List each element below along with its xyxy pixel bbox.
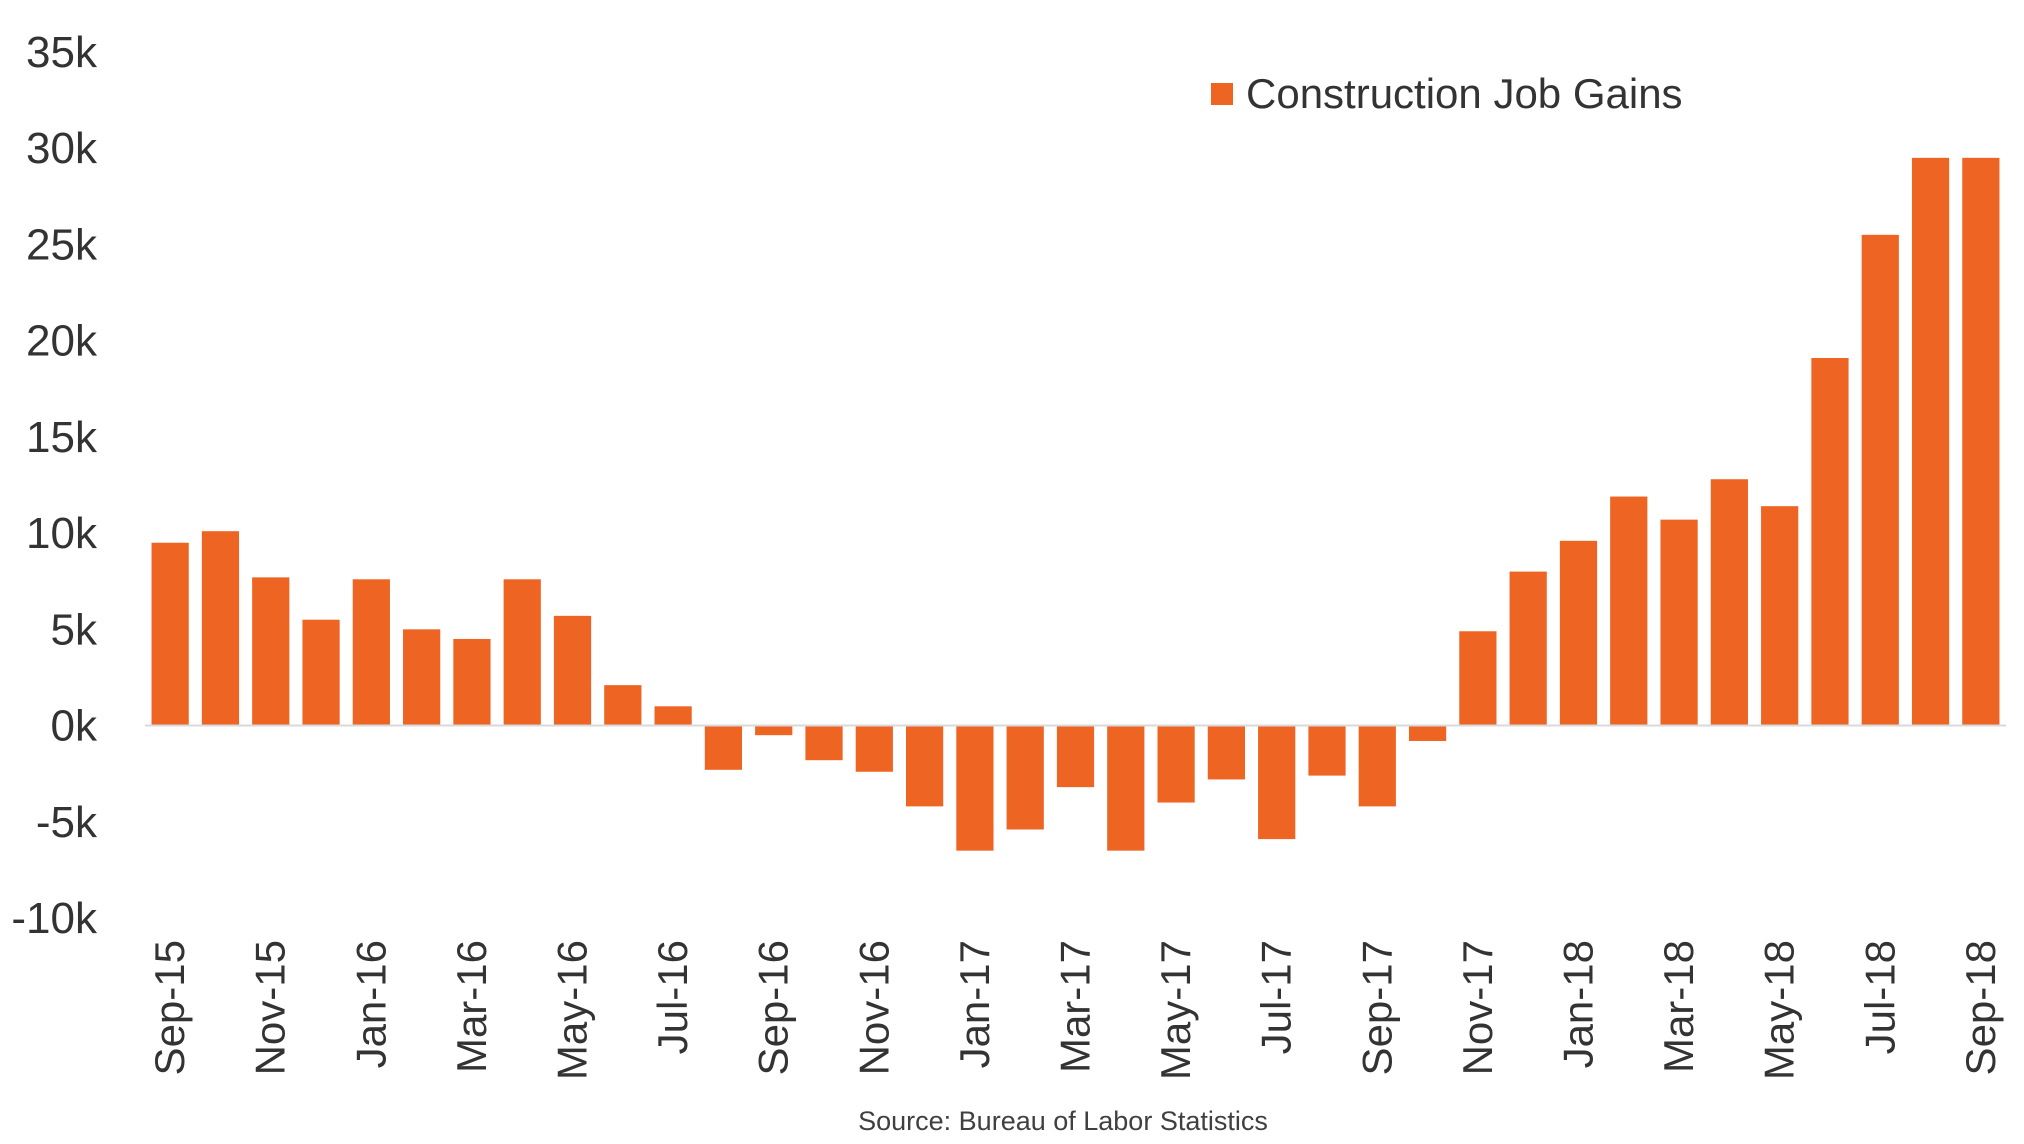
bar — [503, 579, 541, 726]
x-tick-label: Jul-17 — [1253, 940, 1300, 1054]
bar — [1207, 725, 1245, 780]
y-tick-label: 0k — [51, 702, 98, 751]
y-tick-label: 30k — [26, 124, 98, 173]
bar — [201, 531, 240, 726]
x-tick-label: Jan-17 — [951, 940, 998, 1068]
y-axis-ticks: 35k 30k 25k 20k 15k 10k 5k 0k -5k -10k — [11, 28, 98, 943]
y-tick-label: 25k — [26, 220, 98, 269]
bar — [1459, 631, 1497, 726]
y-tick-label: 20k — [26, 317, 98, 366]
x-tick-label: Sep-15 — [146, 940, 193, 1075]
x-tick-label: Nov-17 — [1454, 940, 1501, 1075]
bar — [1610, 496, 1648, 726]
x-tick-label: Nov-15 — [247, 940, 294, 1075]
legend-swatch — [1211, 83, 1233, 105]
y-tick-label: 15k — [26, 413, 98, 462]
bar — [1660, 519, 1698, 726]
x-tick-label: Mar-16 — [448, 940, 495, 1073]
y-tick-label: 5k — [51, 605, 98, 654]
bar — [704, 725, 743, 770]
y-tick-label: 10k — [26, 509, 98, 558]
bar — [252, 577, 290, 726]
bar — [604, 685, 642, 726]
bar — [302, 619, 340, 726]
bar — [1761, 506, 1799, 726]
bar — [855, 725, 893, 772]
y-tick-label: 35k — [26, 28, 98, 77]
bar — [1710, 479, 1748, 726]
bar — [906, 725, 944, 807]
bar — [1308, 725, 1346, 776]
source-note: Source: Bureau of Labor Statistics — [858, 1106, 1268, 1136]
bar — [1258, 725, 1296, 840]
bar — [403, 629, 441, 726]
bar — [1056, 725, 1095, 788]
x-tick-label: Jan-18 — [1554, 940, 1601, 1068]
bar-series — [151, 157, 2000, 851]
bar — [1861, 234, 1899, 726]
x-tick-label: Jul-18 — [1856, 940, 1903, 1054]
legend: Construction Job Gains — [1211, 70, 1683, 117]
bar — [1408, 725, 1447, 741]
bar — [654, 706, 692, 726]
x-tick-label: Mar-18 — [1655, 940, 1702, 1073]
bar — [1006, 725, 1044, 830]
bar — [1157, 725, 1195, 803]
bar — [151, 542, 189, 726]
bar — [755, 725, 793, 736]
x-tick-label: Jan-16 — [347, 940, 394, 1068]
bar — [553, 615, 592, 726]
x-tick-label: Sep-17 — [1353, 940, 1400, 1075]
x-tick-label: Nov-16 — [850, 940, 897, 1075]
x-tick-label: May-17 — [1152, 940, 1199, 1080]
y-tick-label: -10k — [11, 894, 98, 943]
bar — [1911, 157, 1950, 726]
bar — [805, 725, 843, 761]
x-tick-label: May-16 — [549, 940, 596, 1080]
bar — [1509, 571, 1547, 726]
bar — [1358, 725, 1396, 807]
bar — [1107, 725, 1145, 851]
x-tick-label: May-18 — [1756, 940, 1803, 1080]
bar — [453, 638, 491, 726]
bar — [1811, 357, 1849, 726]
bar — [352, 579, 390, 726]
x-tick-label: Sep-18 — [1957, 940, 2004, 1075]
bar — [1962, 157, 2000, 726]
legend-label: Construction Job Gains — [1246, 70, 1683, 117]
bar — [1559, 540, 1598, 726]
x-axis-ticks: Sep-15 Nov-15 Jan-16 Mar-16 May-16 Jul-16 Sep-… — [146, 940, 2004, 1080]
x-tick-label: Mar-17 — [1052, 940, 1099, 1073]
x-tick-label: Sep-16 — [750, 940, 797, 1075]
x-tick-label: Jul-16 — [649, 940, 696, 1054]
y-tick-label: -5k — [36, 798, 98, 847]
bar — [956, 725, 994, 851]
